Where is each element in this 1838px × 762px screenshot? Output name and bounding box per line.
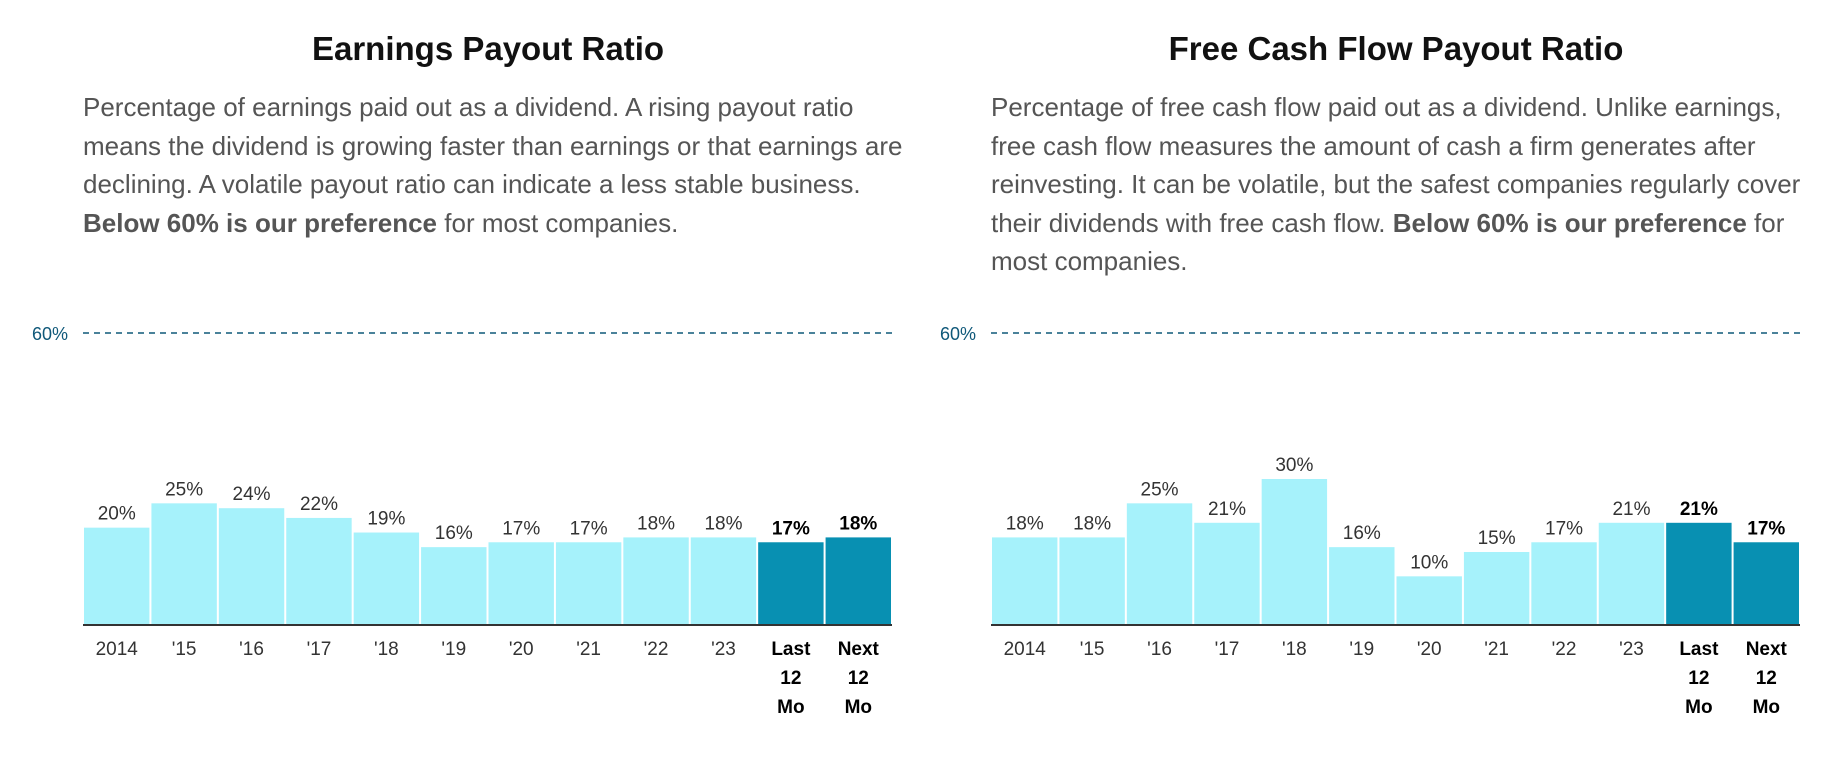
bar (421, 547, 487, 625)
category-label: '17 (1215, 639, 1240, 660)
bar (1126, 503, 1193, 625)
bar-value-label: 24% (233, 484, 271, 505)
fcf-payout-chart: 60% 18% 2014 18% '15 25% '16 21% '17 30% '18 16% '19… (940, 324, 1800, 718)
bar-value-label: 20% (98, 504, 136, 525)
bar (758, 542, 824, 625)
category-label: '23 (711, 639, 736, 660)
chart-title: Free Cash Flow Payout Ratio (1168, 30, 1624, 67)
category-label: '18 (374, 639, 399, 660)
chart-description: Percentage of free cash flow paid out as… (991, 88, 1811, 281)
bar-value-label: 19% (367, 509, 405, 530)
bar (1531, 542, 1597, 625)
bar (1598, 522, 1665, 625)
category-label: '22 (1552, 639, 1577, 660)
category-label: '15 (172, 639, 197, 660)
description-text-end: for most companies. (437, 207, 679, 238)
category-label: '16 (239, 639, 264, 660)
category-label: '22 (644, 639, 669, 660)
category-label: '20 (509, 639, 534, 660)
bar-value-label: 25% (165, 479, 203, 500)
bar (1194, 522, 1260, 625)
bar (353, 532, 420, 625)
category-label: '17 (307, 639, 332, 660)
bar-value-label: 17% (502, 518, 540, 539)
category-label: '19 (441, 639, 466, 660)
bar-value-label: 16% (435, 523, 473, 544)
bar (623, 537, 689, 625)
bar (992, 537, 1058, 625)
category-label: '16 (1147, 639, 1172, 660)
bar-value-label: 30% (1275, 455, 1313, 476)
bar-value-label: 18% (839, 513, 877, 534)
category-label: Next 12 Mo (838, 639, 880, 718)
bar (488, 542, 554, 625)
category-label: Last 12 Mo (1679, 639, 1719, 718)
category-label: 2014 (96, 639, 139, 660)
bar (1463, 552, 1530, 625)
category-label: 2014 (1004, 639, 1047, 660)
category-label: Last 12 Mo (771, 639, 811, 718)
bar-value-label: 17% (1747, 518, 1785, 539)
earnings-payout-chart: 60% 20% 2014 25% '15 24% '16 22% '17 19% '18 16% '19… (32, 324, 892, 718)
bar (825, 537, 891, 625)
category-label: '21 (1484, 639, 1509, 660)
chart-title: Earnings Payout Ratio (311, 30, 665, 67)
bar (1396, 576, 1462, 625)
chart-description: Percentage of earnings paid out as a div… (83, 88, 903, 242)
bar (690, 537, 757, 625)
threshold-label: 60% (32, 324, 68, 344)
description-text-end: for most companies. (991, 207, 1785, 277)
bar (555, 542, 622, 625)
category-label: '21 (576, 639, 601, 660)
bar (1059, 537, 1125, 625)
bar-value-label: 18% (637, 513, 675, 534)
bar-value-label: 18% (1006, 513, 1044, 534)
bar-value-label: 18% (1073, 513, 1111, 534)
bar-value-label: 18% (704, 513, 742, 534)
threshold-label: 60% (940, 324, 976, 344)
bar-value-label: 21% (1680, 499, 1718, 520)
bar (1666, 522, 1732, 625)
fcf-payout-panel: Free Cash Flow Payout Ratio Percentage o… (908, 0, 1808, 762)
bar-value-label: 10% (1410, 552, 1448, 573)
category-label: '23 (1619, 639, 1644, 660)
category-label: Next 12 Mo (1746, 639, 1788, 718)
description-emphasis: Below 60% is our preference (1392, 207, 1747, 238)
bar (1329, 547, 1395, 625)
category-label: '15 (1080, 639, 1105, 660)
bar-value-label: 22% (300, 494, 338, 515)
bar (1261, 479, 1328, 625)
bar-value-label: 17% (1545, 518, 1583, 539)
description-emphasis: Below 60% is our preference (83, 207, 438, 238)
bar (218, 508, 285, 625)
description-text: Percentage of free cash flow paid out as… (991, 92, 1801, 238)
bar (151, 503, 217, 625)
category-label: '20 (1417, 639, 1442, 660)
bar-value-label: 21% (1208, 499, 1246, 520)
bar (1733, 542, 1799, 625)
description-text: Percentage of earnings paid out as a div… (83, 92, 903, 199)
earnings-payout-panel: Earnings Payout Ratio Percentage of earn… (0, 0, 903, 762)
bar-value-label: 15% (1478, 528, 1516, 549)
category-label: '19 (1349, 639, 1374, 660)
bar-value-label: 16% (1343, 523, 1381, 544)
bar-value-label: 25% (1141, 479, 1179, 500)
bar-value-label: 17% (570, 518, 608, 539)
bar-value-label: 21% (1612, 499, 1650, 520)
category-label: '18 (1282, 639, 1307, 660)
bar (84, 527, 150, 625)
bar (286, 517, 352, 625)
bar-value-label: 17% (772, 518, 810, 539)
